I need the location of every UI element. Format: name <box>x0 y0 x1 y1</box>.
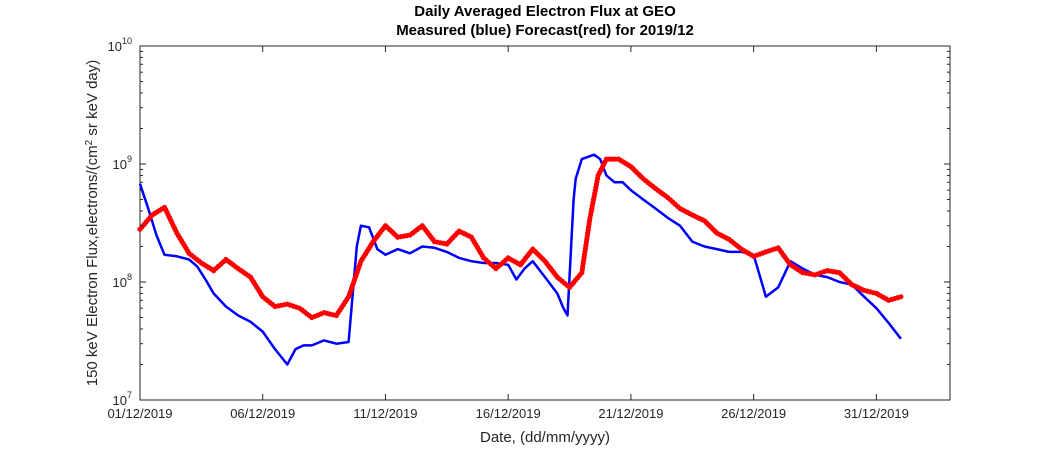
y-tick-base: 10 <box>113 157 127 172</box>
x-tick-label: 01/12/2019 <box>107 406 172 421</box>
y-tick-base: 10 <box>113 393 127 408</box>
y-tick-base: 10 <box>113 275 127 290</box>
y-tick-label: 1010 <box>108 36 132 54</box>
y-tick-exponent: 8 <box>127 272 132 282</box>
x-tick-label: 21/12/2019 <box>598 406 663 421</box>
y-tick-exponent: 9 <box>127 154 132 164</box>
x-tick-label: 11/12/2019 <box>353 406 417 421</box>
forecast-point <box>898 294 904 300</box>
y-tick-base: 10 <box>108 39 122 54</box>
x-axis-label: Date, (dd/mm/yyyy) <box>480 429 610 446</box>
data-layer <box>137 153 904 366</box>
y-axis-label: 150 keV Electron Flux,electrons/(cm2 sr … <box>84 60 102 387</box>
x-tick-label: 31/12/2019 <box>844 406 909 421</box>
y-tick-label: 107 <box>113 390 132 408</box>
x-tick-label: 06/12/2019 <box>230 406 295 421</box>
y-axis-label-main: 150 keV Electron Flux,electrons/(cm <box>84 145 101 386</box>
chart-title: Daily Averaged Electron Flux at GEO <box>414 3 676 20</box>
plot-area <box>139 45 951 401</box>
x-tick-label: 16/12/2019 <box>476 406 541 421</box>
y-tick-exponent: 7 <box>127 390 132 400</box>
y-tick-label: 108 <box>113 272 132 290</box>
chart-subtitle: Measured (blue) Forecast(red) for 2019/1… <box>396 22 694 39</box>
y-axis-label-superscript: 2 <box>84 139 95 145</box>
x-tick-label: 26/12/2019 <box>721 406 786 421</box>
y-tick-exponent: 10 <box>122 36 132 46</box>
y-axis-label-tail: sr keV day) <box>84 60 101 140</box>
y-tick-label: 109 <box>113 154 132 172</box>
